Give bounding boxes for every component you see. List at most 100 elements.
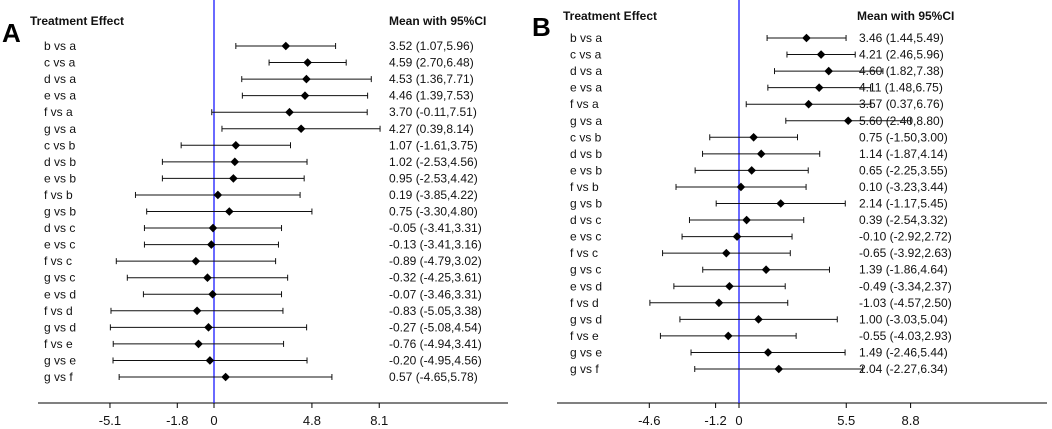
comparison-label: d vs a — [44, 72, 76, 86]
panel-b-tick-label: 8.8 — [902, 413, 920, 428]
mean-ci-value: 0.19 (-3.85,4.22) — [389, 188, 478, 202]
comparison-label: b vs a — [570, 31, 602, 45]
mean-ci-value: -0.20 (-4.95,4.56) — [389, 353, 482, 367]
panel-a-row: e vs c -0.13 (-3.41,3.16) — [44, 238, 482, 252]
mean-marker — [229, 174, 238, 183]
mean-marker — [723, 331, 733, 341]
panel-a-row: e vs b 0.95 (-2.53,4.42) — [44, 171, 478, 185]
panel-a-row: g vs a 4.27 (0.39,8.14) — [44, 122, 474, 136]
mean-ci-value: -0.55 (-4.03,2.93) — [859, 329, 952, 343]
comparison-label: e vs a — [44, 89, 76, 103]
mean-marker — [221, 372, 230, 382]
comparison-label: g vs a — [570, 114, 602, 128]
mean-marker — [804, 99, 813, 109]
comparison-label: g vs e — [570, 345, 602, 359]
mean-ci-value: 1.02 (-2.53,4.56) — [389, 155, 478, 169]
mean-marker — [213, 190, 223, 200]
mean-marker — [300, 91, 310, 100]
panel-b-row: g vs b 2.14 (-1.17,5.45) — [570, 197, 948, 211]
panel-a-row: g vs b 0.75 (-3.30,4.80) — [44, 205, 478, 219]
comparison-label: e vs d — [44, 287, 76, 301]
panel-a-row: c vs a 4.59 (2.70,6.48) — [44, 56, 474, 70]
mean-ci-value: -0.27 (-5.08,4.54) — [389, 320, 482, 334]
comparison-label: g vs f — [44, 370, 73, 384]
comparison-label: f vs e — [44, 337, 73, 351]
panel-a-row: f vs c -0.89 (-4.79,3.02) — [44, 254, 482, 268]
mean-marker — [714, 298, 724, 308]
panel-a-row: d vs b 1.02 (-2.53,4.56) — [44, 155, 478, 169]
panel-b-row: g vs c 1.39 (-1.86,4.64) — [570, 263, 948, 277]
panel-b-row: e vs d -0.49 (-3.34,2.37) — [570, 279, 952, 293]
comparison-label: c vs a — [44, 56, 76, 70]
panel-a-tick-label: 8.1 — [370, 413, 388, 428]
panel-b-row: f vs d -1.03 (-4.57,2.50) — [570, 296, 952, 310]
panel-b-tick-label: 0 — [735, 413, 742, 428]
panel-a-row: g vs e -0.20 (-4.95,4.56) — [44, 353, 482, 367]
mean-ci-value: 3.46 (1.44,5.49) — [859, 31, 944, 45]
panel-b-row: b vs a 3.46 (1.44,5.49) — [570, 31, 944, 45]
mean-marker — [191, 256, 201, 266]
panel-a-row: f vs d -0.83 (-5.05,3.38) — [44, 304, 482, 318]
mean-ci-value: 1.14 (-1.87,4.14) — [859, 147, 948, 161]
comparison-label: g vs f — [570, 362, 599, 376]
mean-ci-value: 0.10 (-3.23,3.44) — [859, 180, 948, 194]
panel-a-row: b vs a 3.52 (1.07,5.96) — [44, 39, 474, 53]
mean-ci-value: 3.52 (1.07,5.96) — [389, 39, 474, 53]
mean-ci-value: -0.83 (-5.05,3.38) — [389, 304, 482, 318]
comparison-label: e vs c — [570, 230, 601, 244]
panel-a-row: d vs a 4.53 (1.36,7.71) — [44, 72, 474, 86]
comparison-label: g vs e — [44, 353, 76, 367]
mean-marker — [732, 232, 742, 241]
mean-ci-value: 0.95 (-2.53,4.42) — [389, 171, 478, 185]
panel-b-row: g vs d 1.00 (-3.03,5.04) — [570, 312, 948, 326]
mean-ci-value: 3.57 (0.37,6.76) — [859, 97, 944, 111]
comparison-label: f vs e — [570, 329, 599, 343]
panel-b-row: f vs e -0.55 (-4.03,2.93) — [570, 329, 952, 343]
panel-b-row: d vs a 4.60 (1.82,7.38) — [570, 64, 944, 78]
mean-marker — [824, 66, 833, 76]
mean-marker — [742, 215, 751, 225]
panel-a-row: f vs e -0.76 (-4.94,3.41) — [44, 337, 482, 351]
panel-a-label: A — [2, 18, 21, 48]
mean-ci-value: 4.60 (1.82,7.38) — [859, 64, 944, 78]
mean-marker — [722, 248, 731, 258]
mean-ci-value: 1.07 (-1.61,3.75) — [389, 138, 478, 152]
mean-ci-value: 4.21 (2.46,5.96) — [859, 48, 944, 62]
panel-b-row: f vs a 3.57 (0.37,6.76) — [570, 97, 944, 111]
panel-a-row: c vs b 1.07 (-1.61,3.75) — [44, 138, 478, 152]
panel-a-row-header: Treatment Effect — [30, 14, 124, 28]
panel-a-row: g vs f 0.57 (-4.65,5.78) — [44, 370, 478, 384]
panel-b-row: c vs a 4.21 (2.46,5.96) — [570, 48, 944, 62]
panel-a-tick-label: 4.8 — [303, 413, 321, 428]
panel-a-row: f vs b 0.19 (-3.85,4.22) — [44, 188, 478, 202]
mean-ci-value: 0.75 (-1.50,3.00) — [859, 130, 948, 144]
panel-b-tick-label: 5.5 — [837, 413, 855, 428]
mean-marker — [736, 182, 746, 192]
mean-ci-value: 3.70 (-0.11,7.51) — [389, 105, 477, 119]
panel-b-label: B — [532, 12, 551, 42]
mean-ci-value: -0.10 (-2.92,2.72) — [859, 230, 952, 244]
comparison-label: e vs c — [44, 238, 75, 252]
panel-b-row: c vs b 0.75 (-1.50,3.00) — [570, 130, 948, 144]
panel-b-marks: -4.6 -1.2 0 5.5 8.8 b vs a 3.46 (1.44,5.49) c v… — [557, 0, 1047, 428]
panel-b-row: g vs a 5.60 (2.40,8.80) — [570, 114, 944, 128]
mean-marker — [296, 124, 306, 134]
comparison-label: c vs b — [570, 130, 602, 144]
comparison-label: f vs b — [44, 188, 73, 202]
mean-ci-value: 4.46 (1.39,7.53) — [389, 89, 474, 103]
mean-marker — [747, 166, 756, 175]
panel-b-tick-label: -1.2 — [704, 413, 726, 428]
panel-a-row: f vs a 3.70 (-0.11,7.51) — [44, 105, 477, 119]
panel-a-tick-label: 0 — [210, 413, 217, 428]
mean-ci-value: -0.89 (-4.79,3.02) — [389, 254, 482, 268]
panel-b-row: g vs f 2.04 (-2.27,6.34) — [570, 362, 948, 376]
comparison-label: g vs d — [570, 312, 602, 326]
mean-marker — [754, 315, 763, 324]
comparison-label: d vs c — [44, 221, 75, 235]
mean-marker — [203, 273, 212, 282]
panel-a-row: e vs a 4.46 (1.39,7.53) — [44, 89, 474, 103]
mean-ci-value: 4.53 (1.36,7.71) — [389, 72, 474, 86]
comparison-label: f vs b — [570, 180, 599, 194]
mean-marker — [303, 58, 312, 67]
